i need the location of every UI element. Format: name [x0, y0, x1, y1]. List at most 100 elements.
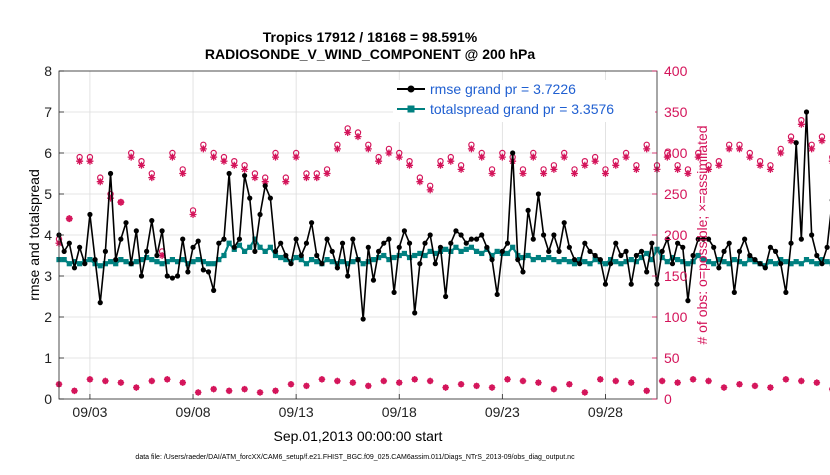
rmse-point	[438, 245, 443, 250]
rmse-point	[758, 261, 763, 266]
obs-assimilated-marker	[179, 170, 186, 177]
rmse-point	[386, 237, 391, 242]
totalspread-point	[732, 257, 737, 262]
rmse-point	[149, 218, 154, 223]
rmse-point	[324, 237, 329, 242]
y-right-tick-label: 0	[664, 391, 672, 407]
rmse-point	[613, 241, 618, 246]
obs-assimilated-marker	[97, 178, 104, 185]
totalspread-point	[541, 257, 546, 262]
rmse-point	[582, 241, 587, 246]
rmse-point	[809, 232, 814, 237]
rmse-point	[103, 249, 108, 254]
obs-assimilated-marker	[592, 158, 599, 165]
totalspread-point	[510, 245, 515, 250]
obs-assimilated-low-marker	[783, 376, 790, 383]
rmse-point	[567, 245, 572, 250]
obs-assimilated-marker	[530, 154, 537, 161]
rmse-point	[412, 310, 417, 315]
rmse-point	[443, 294, 448, 299]
rmse-point	[598, 257, 603, 262]
totalspread-point	[536, 255, 541, 260]
obs-assimilated-marker	[777, 150, 784, 157]
rmse-point	[515, 257, 520, 262]
rmse-point	[825, 245, 830, 250]
totalspread-point	[381, 253, 386, 258]
rmse-point	[201, 267, 206, 272]
x-tick-label: 09/13	[279, 404, 314, 420]
totalspread-point	[391, 255, 396, 260]
rmse-point	[464, 241, 469, 246]
obs-assimilated-low-marker	[195, 389, 202, 396]
y-left-tick-label: 4	[44, 227, 52, 243]
obs-assimilated-marker	[241, 166, 248, 173]
totalspread-point	[603, 261, 608, 266]
obs-assimilated-low-marker	[752, 383, 759, 390]
rmse-point	[520, 269, 525, 274]
rmse-point	[407, 241, 412, 246]
rmse-point	[237, 237, 242, 242]
rmse-point	[221, 237, 226, 242]
totalspread-point	[783, 259, 788, 264]
data-file-footer: data file: /Users/raeder/DAI/ATM_forcXX/…	[135, 454, 575, 461]
rmse-point	[577, 261, 582, 266]
rmse-point	[773, 249, 778, 254]
rmse-point	[108, 171, 113, 176]
legend-spread-label: totalspread grand pr = 3.3576	[430, 101, 614, 117]
totalspread-point	[799, 261, 804, 266]
obs-assimilated-marker	[200, 145, 207, 152]
y-right-tick-label: 150	[664, 268, 688, 284]
totalspread-point	[531, 257, 536, 262]
totalspread-point	[526, 253, 531, 258]
obs-assimilated-marker	[550, 166, 557, 173]
y-left-tick-label: 2	[44, 309, 52, 325]
totalspread-point	[613, 259, 618, 264]
rmse-point	[459, 232, 464, 237]
y-axis-right-label: # of obs: o=possible; ×=assimilated	[694, 125, 710, 344]
rmse-point	[526, 208, 531, 213]
y-left-tick-label: 6	[44, 145, 52, 161]
obs-assimilated-marker	[437, 162, 444, 169]
rmse-point	[309, 220, 314, 225]
obs-assimilated-marker	[355, 133, 362, 140]
totalspread-point	[134, 259, 139, 264]
rmse-point	[794, 140, 799, 145]
totalspread-point	[685, 261, 690, 266]
rmse-point	[732, 290, 737, 295]
totalspread-point	[170, 257, 175, 262]
rmse-point	[660, 249, 665, 254]
rmse-point	[505, 241, 510, 246]
totalspread-point	[123, 259, 128, 264]
rmse-point	[747, 253, 752, 258]
y-axis-left-label: rmse and totalspread	[26, 169, 42, 301]
rmse-point	[479, 232, 484, 237]
rmse-point	[804, 109, 809, 114]
rmse-point	[160, 228, 165, 233]
x-tick-label: 09/28	[588, 404, 623, 420]
totalspread-point	[196, 257, 201, 262]
rmse-point	[397, 245, 402, 250]
obs-assimilated-marker	[623, 154, 630, 161]
totalspread-point	[278, 255, 283, 260]
rmse-point	[263, 183, 268, 188]
rmse-point	[546, 249, 551, 254]
rmse-point	[252, 249, 257, 254]
rmse-point	[474, 237, 479, 242]
totalspread-point	[242, 249, 247, 254]
y-right-tick-label: 400	[664, 63, 688, 79]
rmse-point	[165, 273, 170, 278]
obs-assimilated-marker	[818, 137, 825, 144]
totalspread-point	[67, 261, 72, 266]
rmse-point	[314, 253, 319, 258]
rmse-point	[335, 265, 340, 270]
rmse-point	[170, 275, 175, 280]
rmse-point	[623, 249, 628, 254]
rmse-point	[649, 241, 654, 246]
totalspread-point	[587, 261, 592, 266]
totalspread-point	[77, 261, 82, 266]
rmse-point	[716, 265, 721, 270]
rmse-point	[87, 212, 92, 217]
totalspread-point	[773, 261, 778, 266]
rmse-point	[469, 237, 474, 242]
totalspread-point	[804, 257, 809, 262]
